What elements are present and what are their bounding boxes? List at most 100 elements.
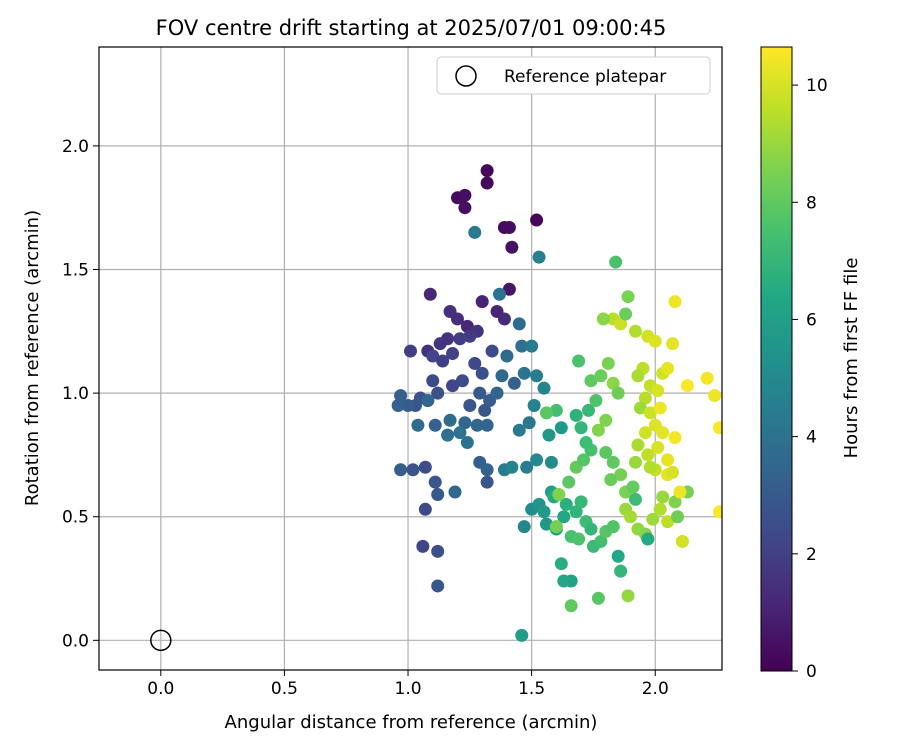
y-tick-label: 0.0	[62, 631, 89, 651]
data-point	[426, 349, 440, 363]
data-point	[614, 468, 628, 482]
data-point	[460, 436, 474, 450]
data-point	[661, 453, 675, 467]
data-point	[569, 408, 583, 422]
data-point	[606, 520, 620, 534]
data-point	[431, 386, 445, 400]
data-point	[544, 455, 558, 469]
data-point	[507, 376, 521, 390]
data-point	[436, 354, 450, 368]
data-point	[609, 255, 623, 269]
data-point	[512, 423, 526, 437]
data-points	[391, 164, 722, 642]
data-point	[574, 495, 588, 509]
x-tick-label: 0.5	[271, 679, 298, 699]
data-point	[468, 356, 482, 370]
data-point	[643, 460, 657, 474]
data-point	[549, 520, 563, 534]
data-point	[448, 485, 462, 499]
data-point	[458, 201, 472, 215]
data-point	[453, 332, 467, 346]
data-point	[668, 431, 682, 445]
data-point	[443, 413, 457, 427]
data-point	[680, 379, 694, 393]
data-point	[599, 445, 613, 459]
data-point	[599, 413, 613, 427]
data-point	[572, 354, 586, 368]
data-point	[557, 574, 571, 588]
data-point	[601, 356, 615, 370]
colorbar: 0 2 4 6 8 10 Hours from first FF file	[760, 46, 862, 682]
data-point	[475, 295, 489, 309]
data-point	[584, 374, 598, 388]
data-point	[675, 534, 689, 548]
data-point	[666, 465, 680, 479]
data-point	[626, 480, 640, 494]
data-point	[559, 497, 573, 511]
data-point	[431, 579, 445, 593]
data-point	[537, 381, 551, 395]
data-point	[394, 463, 408, 477]
data-point	[713, 421, 722, 435]
data-point	[606, 376, 620, 390]
data-point	[431, 544, 445, 558]
y-tick-label: 2.0	[62, 137, 89, 157]
data-point	[661, 515, 675, 529]
data-point	[463, 398, 477, 412]
data-point	[455, 374, 469, 388]
colorbar-gradient	[760, 46, 793, 672]
data-point	[671, 510, 684, 524]
data-point	[700, 371, 714, 385]
data-point	[517, 366, 531, 380]
data-point	[564, 599, 578, 613]
data-point	[480, 418, 494, 432]
data-point	[666, 337, 680, 351]
data-point	[668, 495, 682, 509]
data-point	[416, 539, 430, 553]
data-point	[591, 591, 605, 605]
data-point	[480, 475, 494, 489]
legend-entry-reference: Reference platepar	[504, 67, 666, 87]
data-point	[480, 176, 494, 190]
data-point	[505, 460, 519, 474]
data-point	[515, 339, 529, 353]
data-point	[441, 332, 455, 346]
data-point	[497, 312, 511, 326]
data-point	[589, 394, 603, 408]
data-point	[653, 401, 667, 415]
data-point	[579, 436, 593, 450]
data-point	[505, 240, 519, 254]
data-point	[562, 475, 576, 489]
data-point	[520, 460, 534, 474]
data-point	[532, 250, 546, 264]
data-point	[527, 398, 541, 412]
data-point	[485, 344, 499, 358]
plot-frame	[98, 46, 723, 671]
data-point	[517, 520, 531, 534]
data-point	[406, 463, 420, 477]
data-point	[458, 188, 472, 202]
data-point	[470, 418, 484, 432]
data-point	[621, 589, 635, 603]
data-point	[502, 282, 516, 296]
colorbar-tick-label: 6	[806, 310, 817, 330]
x-axis-ticks: 0.0 0.5 1.0 1.5 2.0	[147, 670, 669, 699]
colorbar-tick-label: 0	[806, 662, 817, 682]
data-point	[421, 394, 435, 408]
data-point	[502, 220, 516, 234]
legend: Reference platepar	[436, 56, 711, 95]
data-point	[552, 487, 566, 501]
x-tick-label: 1.0	[395, 679, 422, 699]
data-point	[646, 512, 660, 526]
data-point	[614, 317, 628, 331]
data-point	[606, 455, 620, 469]
data-point	[460, 319, 474, 333]
data-point	[446, 379, 460, 393]
data-point	[525, 339, 539, 353]
data-point	[638, 426, 652, 440]
grid-lines	[99, 47, 722, 670]
data-point	[604, 473, 618, 487]
data-point	[530, 453, 544, 467]
data-point	[591, 423, 605, 437]
data-point	[490, 386, 504, 400]
